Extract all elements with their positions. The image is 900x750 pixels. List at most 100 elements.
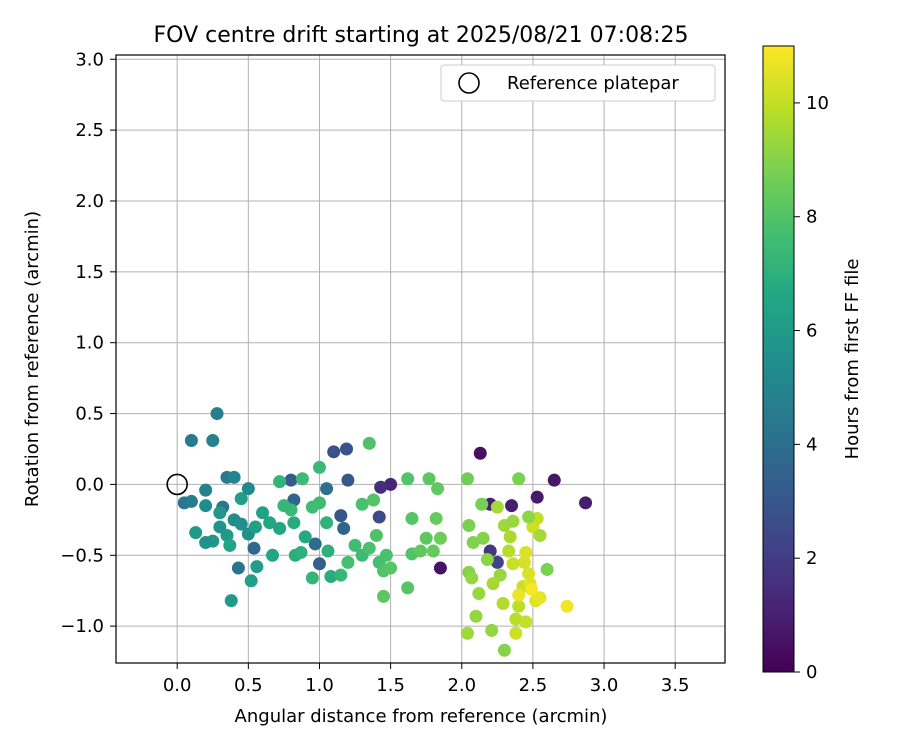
data-point [298, 530, 312, 544]
colorbar-label: Hours from first FF file [842, 259, 863, 460]
colorbar-tick-label: 10 [806, 93, 829, 114]
y-tick-label: −1.0 [60, 616, 104, 637]
data-point [502, 544, 516, 558]
data-point [312, 460, 326, 474]
data-point [284, 473, 298, 487]
y-tick-label: 1.0 [75, 333, 104, 354]
data-point [460, 472, 474, 486]
data-point [273, 475, 287, 489]
data-point [248, 520, 262, 534]
data-point [213, 520, 227, 534]
data-point [524, 582, 538, 596]
data-point [256, 506, 270, 520]
legend-entry-label: Reference platepar [507, 73, 679, 94]
data-point [223, 538, 237, 552]
data-point [295, 472, 309, 486]
data-point [433, 561, 447, 575]
data-point [496, 596, 510, 610]
data-point [530, 490, 544, 504]
colorbar-ticks: 0 2 4 6 8 10 [794, 93, 829, 683]
data-point [422, 472, 436, 486]
data-point [476, 531, 490, 545]
data-point [475, 497, 489, 511]
reference-platepar-marker [166, 473, 188, 496]
colorbar: 0 2 4 6 8 10 Hours from first FF file [762, 45, 863, 683]
data-point [512, 472, 526, 486]
data-point [362, 541, 376, 555]
data-point [460, 626, 474, 640]
colorbar-tick-label: 2 [806, 548, 817, 569]
reference-layer [166, 473, 188, 496]
data-point [334, 509, 348, 523]
data-point [206, 433, 220, 447]
data-points [177, 407, 593, 657]
data-point [305, 571, 319, 585]
data-point [244, 574, 258, 588]
data-point [462, 519, 476, 533]
data-point [480, 553, 494, 567]
x-tick-label: 3.5 [661, 675, 690, 696]
data-point [189, 526, 203, 540]
y-axis-ticks: −1.0 −0.5 0.0 0.5 1.0 1.5 2.0 2.5 3.0 [60, 49, 116, 637]
data-point [277, 499, 291, 513]
data-point [340, 442, 354, 456]
colorbar-tick-label: 6 [806, 321, 817, 342]
y-tick-label: 2.5 [75, 120, 104, 141]
data-point [519, 545, 533, 559]
x-axis-ticks: 0.0 0.5 1.0 1.5 2.0 2.5 3.0 3.5 [163, 663, 690, 696]
colorbar-tick-label: 0 [806, 662, 817, 683]
data-point [374, 480, 388, 494]
data-point [503, 530, 517, 544]
data-point [287, 493, 301, 507]
data-point [414, 544, 427, 558]
data-point [469, 609, 483, 623]
data-point [506, 514, 520, 528]
x-tick-label: 1.5 [376, 675, 405, 696]
legend-box [440, 64, 716, 102]
data-point [213, 506, 227, 520]
y-tick-label: 1.5 [75, 262, 104, 283]
data-point [287, 516, 301, 530]
data-point [485, 623, 499, 637]
data-point [227, 470, 241, 484]
data-point [506, 557, 520, 571]
data-point [199, 483, 213, 497]
data-point [294, 545, 308, 559]
data-point [509, 612, 523, 626]
data-point [522, 510, 536, 524]
y-tick-label: −0.5 [60, 545, 104, 566]
data-point [472, 587, 486, 601]
legend-marker-open-circle [458, 72, 480, 94]
data-point [497, 643, 511, 657]
data-point [560, 599, 574, 613]
data-point [433, 531, 447, 545]
y-tick-label: 3.0 [75, 49, 104, 70]
data-point [509, 626, 523, 640]
data-point [547, 473, 561, 487]
data-point [401, 581, 415, 595]
x-tick-label: 1.0 [305, 675, 334, 696]
data-point [372, 510, 386, 524]
data-point [199, 536, 213, 550]
data-point [419, 531, 433, 545]
data-point [512, 588, 526, 602]
data-point [486, 577, 500, 591]
y-tick-label: 0.0 [75, 474, 104, 495]
data-point [355, 497, 369, 511]
data-point [431, 482, 445, 496]
data-point [348, 538, 362, 552]
y-tick-label: 2.0 [75, 191, 104, 212]
x-tick-label: 2.5 [519, 675, 548, 696]
data-point [324, 570, 338, 584]
colorbar-gradient [762, 45, 795, 673]
data-point [377, 589, 391, 603]
plot-area: 0.0 0.5 1.0 1.5 2.0 2.5 3.0 3.5 −1.0 −0.5 0.0 0.5 1… [60, 49, 726, 696]
data-point [533, 591, 547, 605]
data-point [241, 482, 255, 496]
data-point [327, 445, 341, 459]
data-point [199, 499, 213, 513]
data-point [334, 568, 348, 582]
x-tick-label: 0.0 [163, 675, 192, 696]
data-point [405, 511, 419, 525]
colorbar-tick-label: 4 [806, 434, 817, 455]
